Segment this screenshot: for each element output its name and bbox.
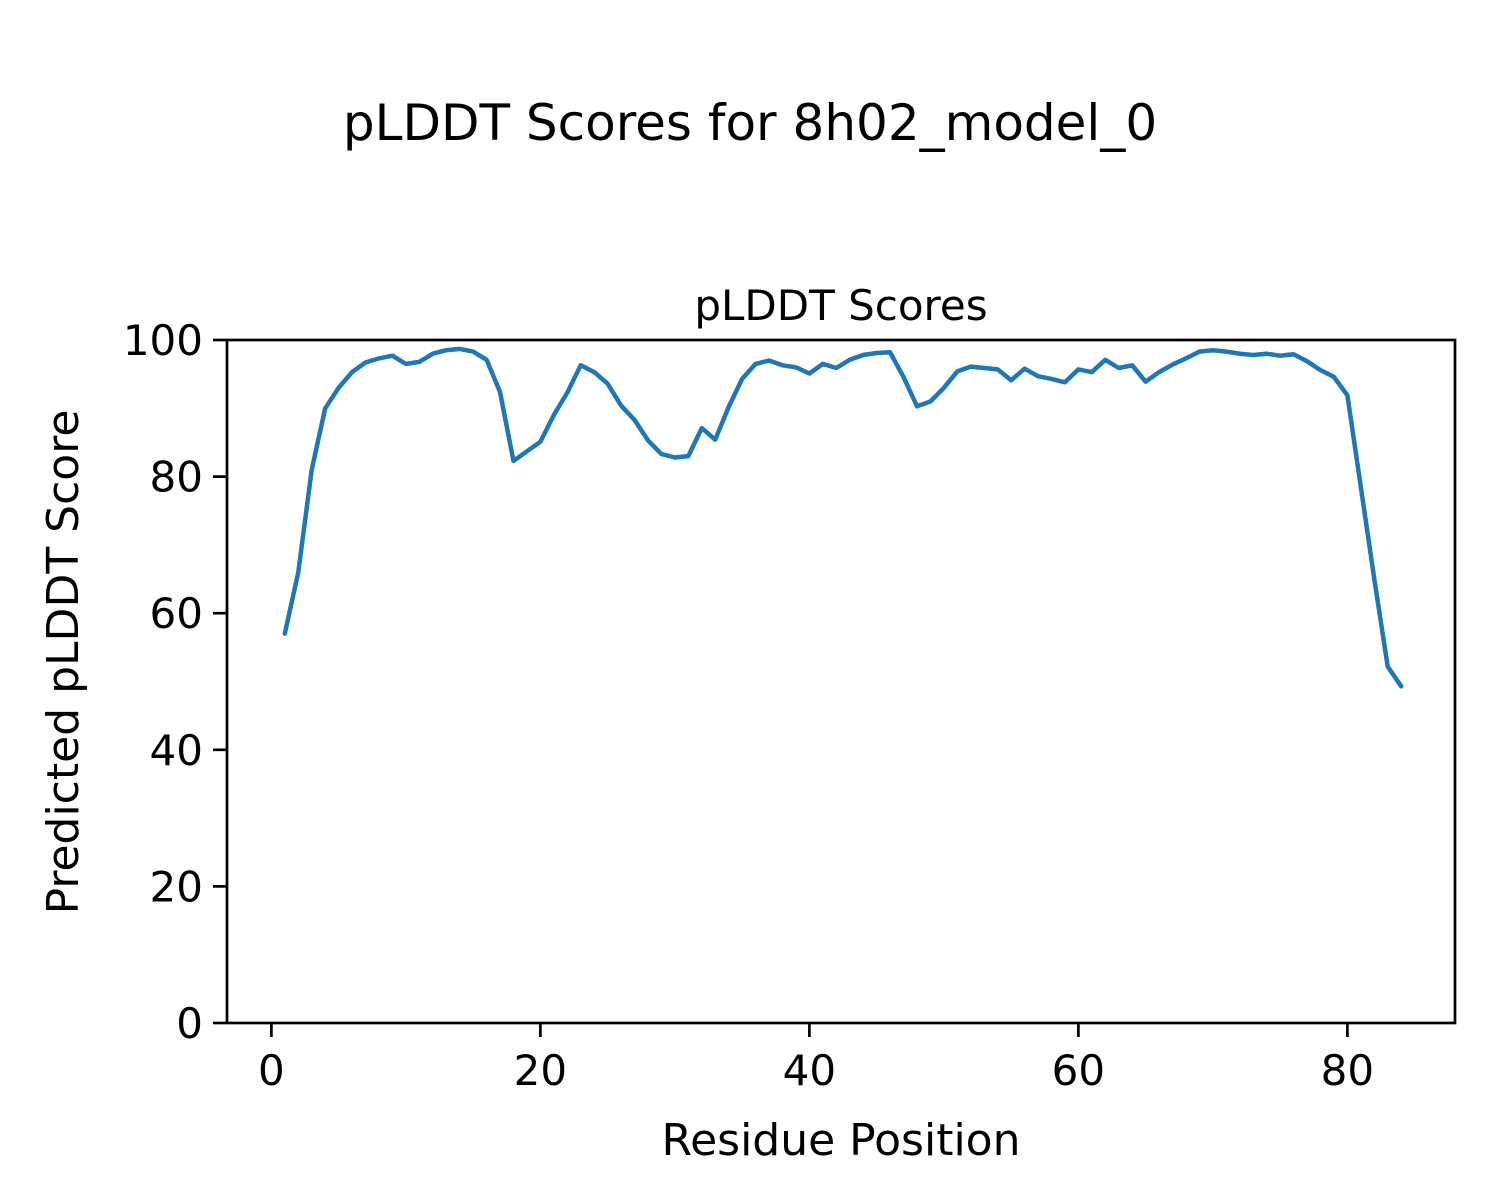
plddt-line bbox=[282, 346, 1404, 689]
x-axis-label: Residue Position bbox=[661, 1115, 1020, 1166]
x-tick-label: 20 bbox=[514, 1046, 567, 1095]
figure-title: pLDDT Scores for 8h02_model_0 bbox=[343, 94, 1157, 152]
y-tick-label: 0 bbox=[176, 999, 203, 1048]
y-tick-label: 100 bbox=[123, 316, 203, 365]
plot-area: 0 20 40 60 80 0 20 40 60 80 100 bbox=[123, 316, 1457, 1095]
y-tick-label: 20 bbox=[150, 862, 203, 911]
x-tick-label: 60 bbox=[1052, 1046, 1105, 1095]
y-axis-label: Predicted pLDDT Score bbox=[38, 410, 89, 915]
y-tick-label: 80 bbox=[150, 453, 203, 502]
x-tick-label: 0 bbox=[258, 1046, 285, 1095]
y-tick-label: 40 bbox=[150, 726, 203, 775]
x-tick-label: 40 bbox=[783, 1046, 836, 1095]
y-tick-label: 60 bbox=[150, 589, 203, 638]
axes-title: pLDDT Scores bbox=[694, 281, 987, 330]
x-tick-label: 80 bbox=[1321, 1046, 1374, 1095]
plot-border bbox=[225, 338, 1457, 1025]
